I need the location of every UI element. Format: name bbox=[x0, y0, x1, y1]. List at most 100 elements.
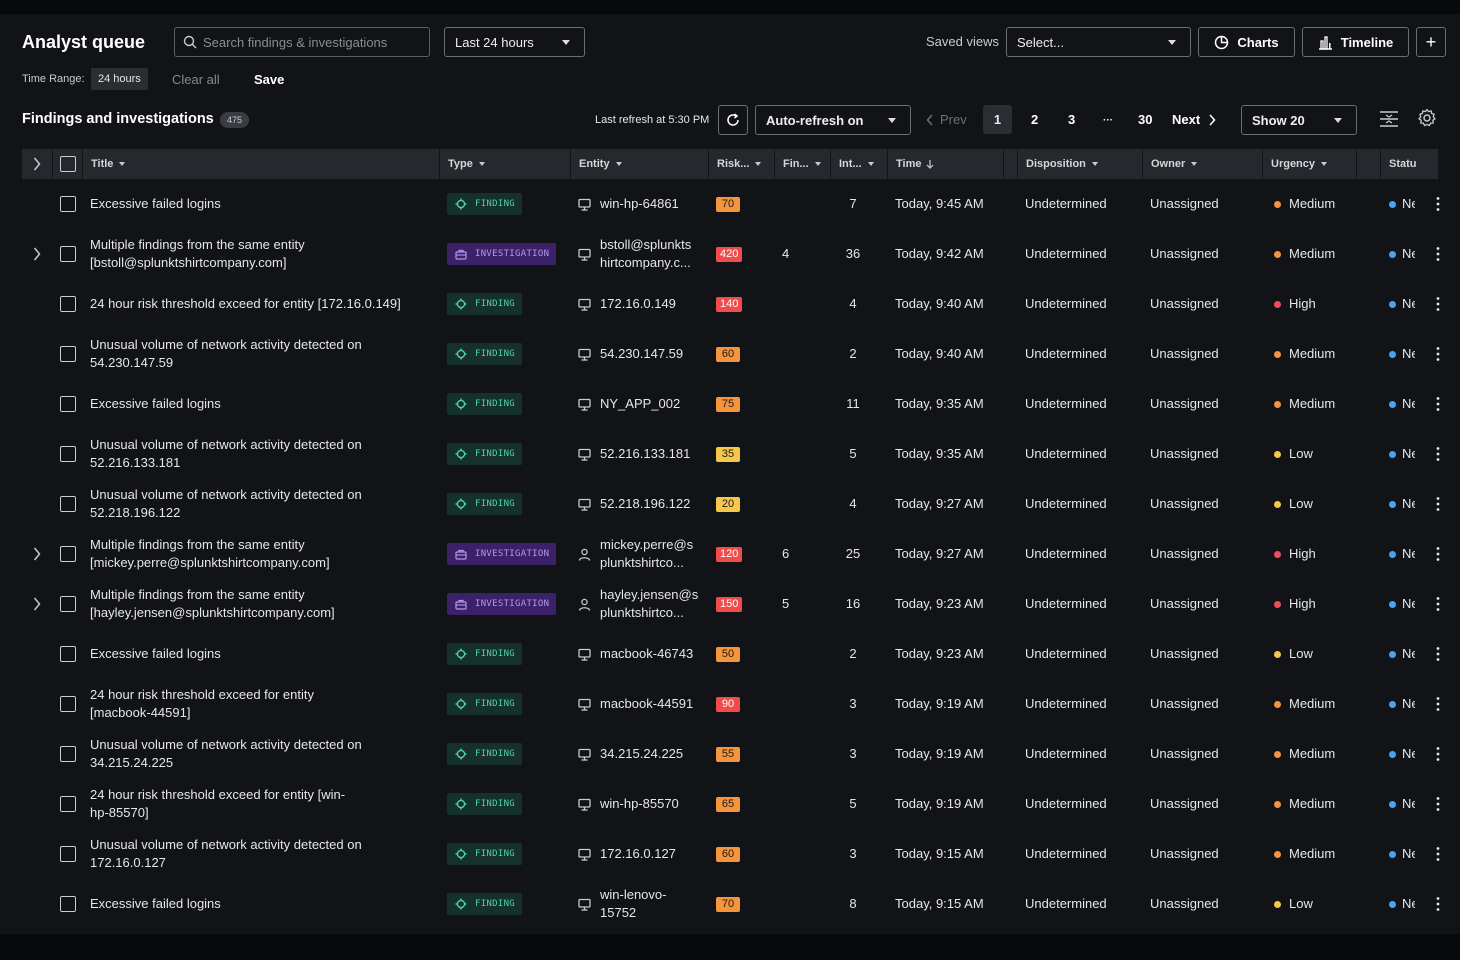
row-checkbox[interactable] bbox=[60, 396, 76, 412]
row-actions-button[interactable] bbox=[1432, 729, 1444, 779]
row-disposition[interactable]: Undetermined bbox=[1025, 296, 1107, 311]
table-row[interactable]: Excessive failed logins FINDING win-hp-648… bbox=[22, 179, 1446, 229]
row-entity[interactable]: bstoll@splunkts hirtcompany.c... bbox=[600, 229, 700, 279]
auto-refresh-select[interactable]: Auto-refresh on bbox=[755, 105, 911, 135]
row-owner[interactable]: Unassigned bbox=[1150, 196, 1219, 211]
row-owner[interactable]: Unassigned bbox=[1150, 496, 1219, 511]
row-actions-button[interactable] bbox=[1432, 479, 1444, 529]
table-row[interactable]: 24 hour risk threshold exceed for entity… bbox=[22, 779, 1446, 829]
row-disposition[interactable]: Undetermined bbox=[1025, 346, 1107, 361]
row-urgency[interactable]: Medium bbox=[1274, 829, 1335, 879]
row-status[interactable]: New bbox=[1389, 829, 1415, 879]
row-entity[interactable]: 172.16.0.149 bbox=[600, 279, 700, 329]
row-checkbox[interactable] bbox=[60, 346, 76, 362]
table-row[interactable]: Unusual volume of network activity detec… bbox=[22, 429, 1446, 479]
time-range-chip[interactable]: 24 hours bbox=[91, 68, 148, 90]
row-entity[interactable]: 172.16.0.127 bbox=[600, 829, 700, 879]
expand-row-button[interactable] bbox=[30, 579, 44, 629]
row-urgency[interactable]: Medium bbox=[1274, 229, 1335, 279]
row-title[interactable]: Multiple findings from the same entity [h… bbox=[90, 579, 420, 629]
row-entity[interactable]: macbook-46743 bbox=[600, 629, 700, 679]
row-owner[interactable]: Unassigned bbox=[1150, 896, 1219, 911]
table-row[interactable]: Unusual volume of network activity detec… bbox=[22, 479, 1446, 529]
row-status[interactable]: New bbox=[1389, 629, 1415, 679]
row-status[interactable]: New bbox=[1389, 579, 1415, 629]
table-row[interactable]: 24 hour risk threshold exceed for entity… bbox=[22, 279, 1446, 329]
row-entity[interactable]: hayley.jensen@s plunktshirtco... bbox=[600, 579, 700, 629]
row-entity[interactable]: mickey.perre@s plunktshirtco... bbox=[600, 529, 700, 579]
page-1-button[interactable]: 1 bbox=[983, 105, 1012, 134]
row-owner[interactable]: Unassigned bbox=[1150, 796, 1219, 811]
row-urgency[interactable]: Medium bbox=[1274, 729, 1335, 779]
row-owner[interactable]: Unassigned bbox=[1150, 346, 1219, 361]
col-risk[interactable]: Risk... bbox=[708, 149, 774, 179]
page-3-button[interactable]: 3 bbox=[1068, 112, 1076, 127]
timeline-button[interactable]: Timeline bbox=[1302, 27, 1409, 57]
row-actions-button[interactable] bbox=[1432, 629, 1444, 679]
col-type[interactable]: Type bbox=[439, 149, 570, 179]
row-density-button[interactable] bbox=[1378, 108, 1400, 133]
row-owner[interactable]: Unassigned bbox=[1150, 546, 1219, 561]
row-disposition[interactable]: Undetermined bbox=[1025, 246, 1107, 261]
row-status[interactable]: New bbox=[1389, 479, 1415, 529]
row-owner[interactable]: Unassigned bbox=[1150, 396, 1219, 411]
table-row[interactable]: Unusual volume of network activity detec… bbox=[22, 329, 1446, 379]
row-entity[interactable]: NY_APP_002 bbox=[600, 379, 700, 429]
row-actions-button[interactable] bbox=[1432, 579, 1444, 629]
row-title[interactable]: Multiple findings from the same entity [m… bbox=[90, 529, 420, 579]
row-urgency[interactable]: High bbox=[1274, 579, 1316, 629]
next-page-button[interactable]: Next bbox=[1172, 112, 1216, 127]
row-owner[interactable]: Unassigned bbox=[1150, 246, 1219, 261]
row-disposition[interactable]: Undetermined bbox=[1025, 896, 1107, 911]
row-status[interactable]: New bbox=[1389, 229, 1415, 279]
row-checkbox[interactable] bbox=[60, 446, 76, 462]
page-2-button[interactable]: 2 bbox=[1031, 112, 1039, 127]
col-status[interactable]: Status bbox=[1380, 149, 1416, 179]
row-disposition[interactable]: Undetermined bbox=[1025, 196, 1107, 211]
row-disposition[interactable]: Undetermined bbox=[1025, 496, 1107, 511]
row-actions-button[interactable] bbox=[1432, 179, 1444, 229]
page-30-button[interactable]: 30 bbox=[1138, 112, 1153, 127]
row-status[interactable]: New bbox=[1389, 779, 1415, 829]
table-settings-button[interactable] bbox=[1416, 107, 1438, 132]
row-disposition[interactable]: Undetermined bbox=[1025, 696, 1107, 711]
col-entity[interactable]: Entity bbox=[570, 149, 708, 179]
row-status[interactable]: New bbox=[1389, 529, 1415, 579]
row-title[interactable]: 24 hour risk threshold exceed for entity… bbox=[90, 279, 420, 329]
table-row[interactable]: Multiple findings from the same entity [m… bbox=[22, 529, 1446, 579]
saved-views-select[interactable]: Select... bbox=[1006, 27, 1191, 57]
row-entity[interactable]: 54.230.147.59 bbox=[600, 329, 700, 379]
row-actions-button[interactable] bbox=[1432, 379, 1444, 429]
row-owner[interactable]: Unassigned bbox=[1150, 646, 1219, 661]
row-title[interactable]: Unusual volume of network activity detec… bbox=[90, 829, 420, 879]
row-title[interactable]: Unusual volume of network activity detec… bbox=[90, 329, 420, 379]
row-actions-button[interactable] bbox=[1432, 529, 1444, 579]
row-title[interactable]: Excessive failed logins bbox=[90, 629, 420, 679]
select-all-checkbox[interactable] bbox=[52, 149, 82, 179]
row-owner[interactable]: Unassigned bbox=[1150, 746, 1219, 761]
table-row[interactable]: Unusual volume of network activity detec… bbox=[22, 829, 1446, 879]
row-entity[interactable]: 52.216.133.181 bbox=[600, 429, 700, 479]
col-disposition[interactable]: Disposition bbox=[1017, 149, 1142, 179]
row-entity[interactable]: win-hp-85570 bbox=[600, 779, 700, 829]
row-actions-button[interactable] bbox=[1432, 279, 1444, 329]
row-title[interactable]: Unusual volume of network activity detec… bbox=[90, 429, 420, 479]
table-row[interactable]: Multiple findings from the same entity [b… bbox=[22, 229, 1446, 279]
row-title[interactable]: Excessive failed logins bbox=[90, 879, 420, 929]
row-urgency[interactable]: Medium bbox=[1274, 679, 1335, 729]
save-button[interactable]: Save bbox=[254, 72, 285, 87]
row-status[interactable]: New bbox=[1389, 379, 1415, 429]
row-urgency[interactable]: High bbox=[1274, 529, 1316, 579]
row-title[interactable]: Unusual volume of network activity detec… bbox=[90, 729, 420, 779]
row-entity[interactable]: win-lenovo- 15752 bbox=[600, 879, 700, 929]
row-disposition[interactable]: Undetermined bbox=[1025, 446, 1107, 461]
col-title[interactable]: Title bbox=[82, 149, 439, 179]
row-checkbox[interactable] bbox=[60, 696, 76, 712]
row-status[interactable]: New bbox=[1389, 429, 1415, 479]
row-status[interactable]: New bbox=[1389, 729, 1415, 779]
row-status[interactable]: New bbox=[1389, 329, 1415, 379]
col-intermediate[interactable]: Int... bbox=[830, 149, 887, 179]
page-size-select[interactable]: Show 20 bbox=[1241, 105, 1357, 135]
row-disposition[interactable]: Undetermined bbox=[1025, 796, 1107, 811]
row-urgency[interactable]: Medium bbox=[1274, 179, 1335, 229]
